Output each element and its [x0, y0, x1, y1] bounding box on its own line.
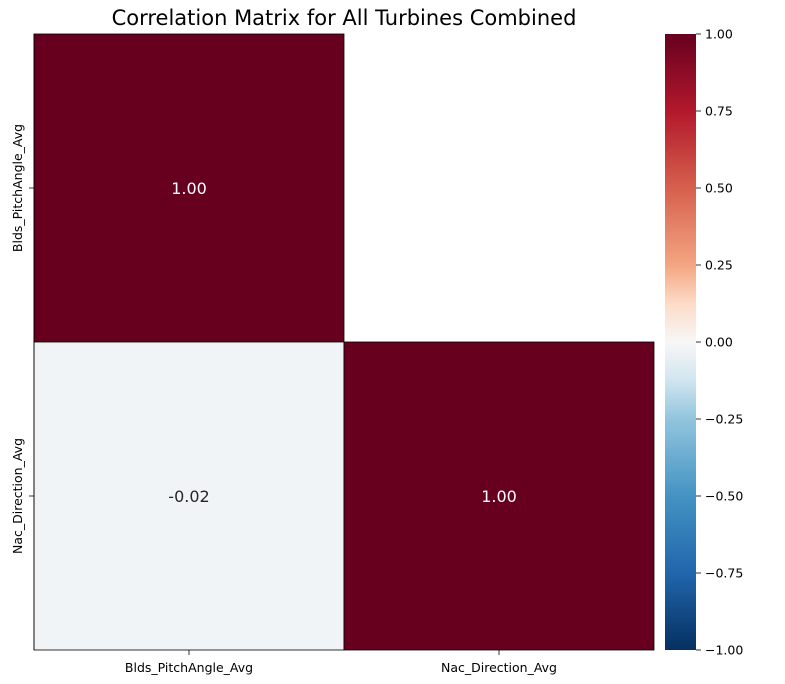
colorbar-tick-label: 0.50 — [705, 181, 733, 196]
heatmap-cells — [33, 33, 655, 651]
x-tick-label: Blds_PitchAngle_Avg — [125, 660, 253, 675]
colorbar-tick-label: 0.75 — [705, 104, 733, 119]
colorbar-ticks: 1.00 0.75 0.50 0.25 0.00 −0.25 −0.50 −0.75 −1.00 — [696, 27, 743, 658]
heatmap-cell — [33, 341, 345, 651]
colorbar-tick-label: 0.00 — [705, 335, 733, 350]
heatmap-cell — [33, 33, 345, 343]
y-tick-label: Nac_Direction_Avg — [10, 438, 25, 554]
x-tick-label: Nac_Direction_Avg — [441, 660, 557, 675]
colorbar-tick-label: −1.00 — [705, 643, 743, 658]
colorbar-tick-label: 1.00 — [705, 27, 733, 42]
heatmap-cell — [343, 341, 655, 651]
colorbar-gradient — [665, 34, 696, 650]
colorbar-tick-label: −0.25 — [705, 412, 743, 427]
colorbar-tick-label: −0.75 — [705, 566, 743, 581]
heatmap-cell-labels: 1.00 -0.02 1.00 — [168, 179, 517, 506]
heatmap-cell-label: 1.00 — [171, 179, 207, 198]
colorbar: 1.00 0.75 0.50 0.25 0.00 −0.25 −0.50 −0.75 −1.00 — [665, 27, 743, 658]
y-axis-ticks: Blds_PitchAngle_Avg Nac_Direction_Avg — [10, 124, 34, 554]
x-axis-ticks: Blds_PitchAngle_Avg Nac_Direction_Avg — [125, 650, 557, 675]
colorbar-tick-label: −0.50 — [705, 489, 743, 504]
chart-title: Correlation Matrix for All Turbines Comb… — [112, 6, 577, 30]
heatmap-cell-label: 1.00 — [481, 487, 517, 506]
y-tick-label: Blds_PitchAngle_Avg — [10, 124, 25, 252]
colorbar-tick-label: 0.25 — [705, 258, 733, 273]
heatmap-cell-label: -0.02 — [168, 487, 209, 506]
